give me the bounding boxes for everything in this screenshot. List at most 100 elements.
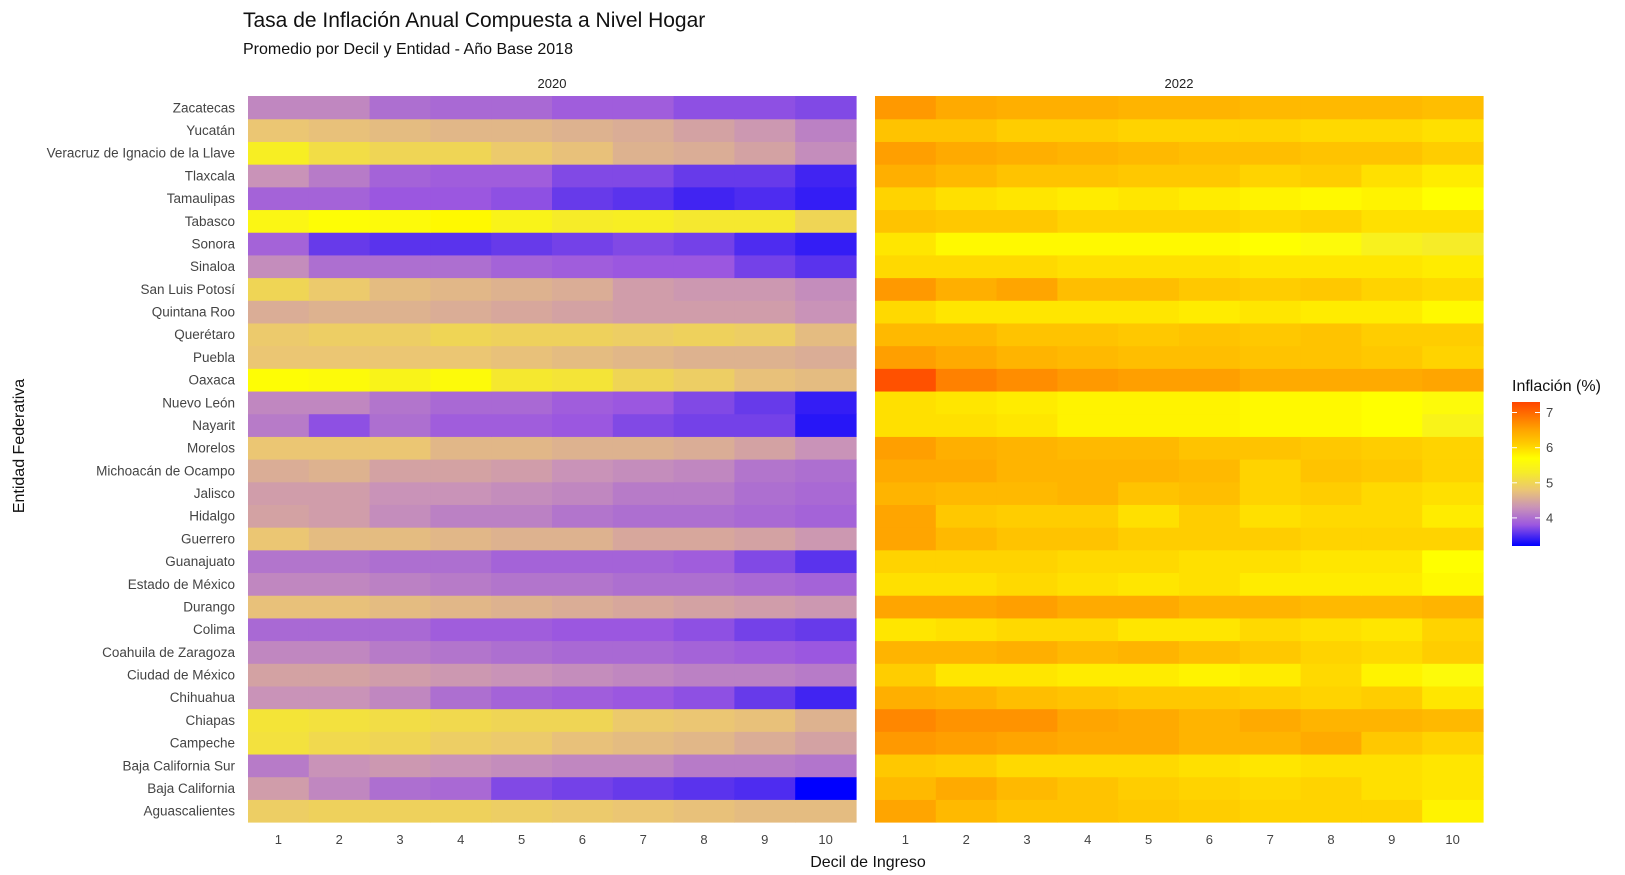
y-tick-label: Morelos bbox=[187, 441, 235, 456]
heatmap-cell bbox=[795, 368, 857, 392]
heatmap-cell bbox=[875, 209, 937, 233]
heatmap-cell bbox=[612, 232, 675, 256]
heatmap-cell bbox=[369, 549, 431, 574]
heatmap-cell bbox=[935, 368, 998, 392]
heatmap-panels: 2020 1 2 3 4 5 6 7 8 9 10 2022 1 2 3 4 5 6 7 8 9 10 bbox=[248, 76, 1484, 847]
heatmap-cell bbox=[875, 436, 937, 460]
heatmap-cell bbox=[1422, 595, 1484, 619]
heatmap-cell bbox=[612, 368, 675, 392]
heatmap-cell bbox=[1239, 640, 1302, 664]
heatmap-cell bbox=[1300, 96, 1362, 120]
heatmap-cell bbox=[1179, 640, 1241, 664]
heatmap-cell bbox=[875, 708, 937, 732]
heatmap-cell bbox=[875, 254, 937, 279]
heatmap-cell bbox=[1422, 663, 1484, 687]
heatmap-cell bbox=[795, 322, 857, 347]
heatmap-cell bbox=[491, 322, 553, 347]
heatmap-cell bbox=[491, 527, 553, 551]
heatmap-cell bbox=[1361, 141, 1423, 165]
heatmap-cell bbox=[491, 731, 553, 755]
heatmap-cell bbox=[673, 277, 735, 301]
heatmap-cell bbox=[795, 753, 857, 778]
heatmap-cell bbox=[1422, 390, 1484, 415]
heatmap-cell bbox=[795, 640, 857, 664]
heatmap-cell bbox=[875, 368, 937, 392]
heatmap-cell bbox=[875, 141, 937, 165]
heatmap-cell bbox=[935, 663, 998, 687]
heatmap-cell bbox=[673, 595, 735, 619]
heatmap-cell bbox=[369, 685, 431, 710]
heatmap-cell bbox=[491, 96, 553, 120]
y-tick-label: Zacatecas bbox=[173, 100, 236, 115]
heatmap-cell bbox=[1300, 232, 1362, 256]
heatmap-cell bbox=[430, 753, 492, 778]
heatmap-cell bbox=[248, 186, 310, 211]
heatmap-cell bbox=[1118, 96, 1180, 120]
heatmap-cell bbox=[996, 322, 1058, 347]
heatmap-cell bbox=[1300, 776, 1362, 800]
heatmap-cell bbox=[996, 663, 1058, 687]
heatmap-cell bbox=[996, 254, 1058, 279]
heatmap-cell bbox=[1361, 481, 1423, 505]
heatmap-cell bbox=[734, 413, 796, 437]
heatmap-cell bbox=[1361, 436, 1423, 460]
heatmap-cell bbox=[795, 209, 857, 233]
heatmap-cell bbox=[491, 141, 553, 165]
y-tick-label: Colima bbox=[193, 622, 236, 637]
heatmap-cell bbox=[795, 254, 857, 279]
heatmap-cell bbox=[491, 209, 553, 233]
heatmap-cell bbox=[1300, 413, 1362, 437]
heatmap-cell bbox=[875, 663, 937, 687]
heatmap-cell bbox=[552, 504, 614, 528]
heatmap-cell bbox=[935, 459, 998, 483]
heatmap-cell bbox=[795, 232, 857, 256]
heatmap-cell bbox=[1179, 413, 1241, 437]
heatmap-cell bbox=[612, 753, 675, 778]
heatmap-cell bbox=[248, 595, 310, 619]
heatmap-cell bbox=[1118, 799, 1180, 823]
heatmap-cell bbox=[935, 753, 998, 778]
heatmap-cell bbox=[308, 209, 371, 233]
heatmap-cell bbox=[552, 481, 614, 505]
heatmap-cell bbox=[552, 368, 614, 392]
heatmap-cell bbox=[430, 527, 492, 551]
heatmap-cell bbox=[308, 118, 371, 142]
heatmap-cell bbox=[1179, 685, 1241, 710]
heatmap-cell bbox=[875, 549, 937, 574]
heatmap-cell bbox=[1179, 322, 1241, 347]
heatmap-cell bbox=[1422, 277, 1484, 301]
heatmap-cell bbox=[1300, 322, 1362, 347]
heatmap-cell bbox=[430, 595, 492, 619]
heatmap-cell bbox=[996, 572, 1058, 596]
heatmap-cell bbox=[248, 436, 310, 460]
panel-strip-label: 2020 bbox=[538, 76, 567, 91]
heatmap-cell bbox=[248, 345, 310, 369]
heatmap-cell bbox=[248, 209, 310, 233]
heatmap-cell bbox=[1239, 504, 1302, 528]
y-tick-label: Yucatán bbox=[186, 123, 235, 138]
heatmap-cell bbox=[734, 459, 796, 483]
heatmap-cell bbox=[1057, 164, 1119, 188]
heatmap-cell bbox=[1422, 164, 1484, 188]
heatmap-cell bbox=[552, 209, 614, 233]
heatmap-cell bbox=[430, 232, 492, 256]
heatmap-cell bbox=[612, 776, 675, 800]
heatmap-cell bbox=[430, 413, 492, 437]
legend-colorbar bbox=[1512, 402, 1540, 546]
heatmap-cell bbox=[734, 232, 796, 256]
heatmap-cell bbox=[1361, 413, 1423, 437]
heatmap-cell bbox=[795, 776, 857, 800]
heatmap-cell bbox=[1179, 799, 1241, 823]
heatmap-cell bbox=[734, 481, 796, 505]
heatmap-cell bbox=[1422, 776, 1484, 800]
heatmap-cell bbox=[935, 96, 998, 120]
heatmap-cell bbox=[612, 663, 675, 687]
heatmap-cell bbox=[1239, 685, 1302, 710]
heatmap-cell bbox=[1361, 708, 1423, 732]
heatmap-cell bbox=[1057, 799, 1119, 823]
heatmap-cell bbox=[1422, 799, 1484, 823]
heatmap-cell bbox=[935, 572, 998, 596]
heatmap-cell bbox=[673, 459, 735, 483]
heatmap-cell bbox=[612, 459, 675, 483]
heatmap-cell bbox=[308, 368, 371, 392]
